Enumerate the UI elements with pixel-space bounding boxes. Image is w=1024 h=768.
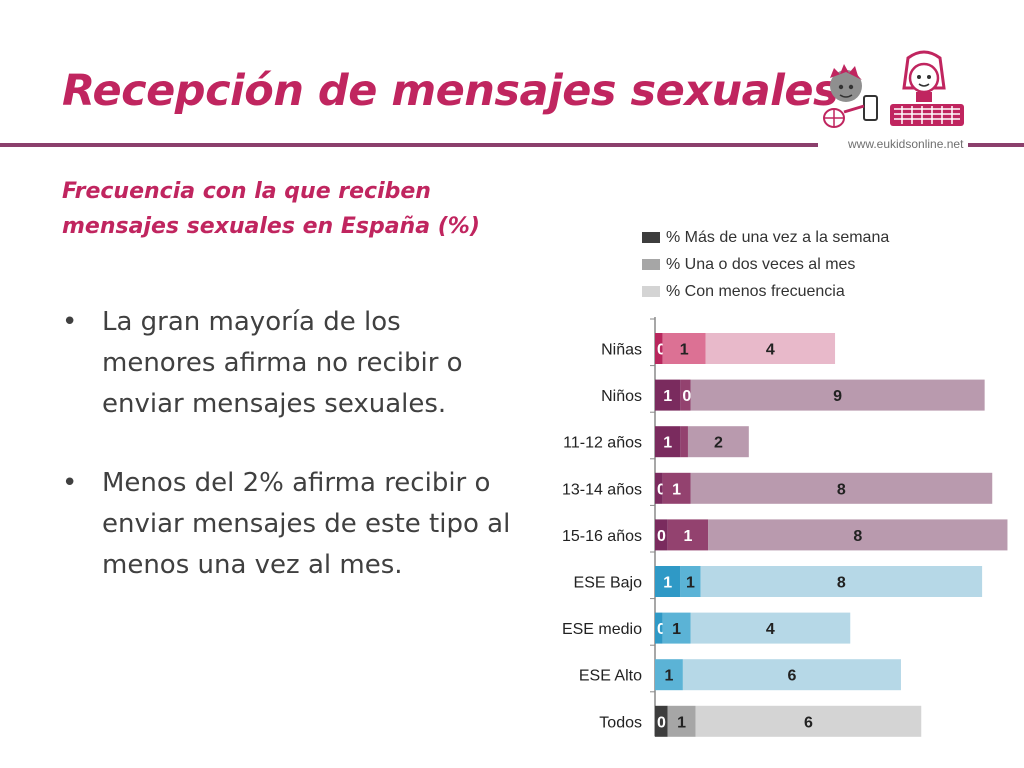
data-label: 4 [766, 621, 775, 638]
bar-segment [680, 379, 691, 411]
bullet-symbol: • [62, 307, 78, 337]
bar-segment [655, 566, 681, 597]
title-divider [0, 143, 818, 147]
data-label: 1 [663, 575, 672, 592]
bar-segment [655, 612, 663, 644]
data-label: 1 [680, 342, 689, 359]
bar-segment [680, 566, 701, 597]
data-label: 0 [657, 714, 666, 731]
category-label: 11-12 años [563, 435, 642, 452]
bar-segment [655, 426, 681, 458]
website-url: www.eukidsonline.net [848, 137, 964, 151]
bar-segment [655, 705, 668, 737]
bar-segment [690, 612, 851, 644]
data-label: 0 [657, 481, 666, 498]
category-label: ESE Alto [579, 668, 642, 685]
data-label: 0 [657, 342, 666, 359]
slide-subtitle: Frecuencia con la que reciben mensajes s… [62, 179, 480, 239]
category-label: Niñas [601, 342, 642, 359]
bar-segment [655, 472, 663, 504]
data-label: 6 [804, 714, 813, 731]
frequency-bar-chart: % Más de una vez a la semana % Una o dos … [562, 229, 1008, 737]
data-label: 0 [657, 528, 666, 545]
bar-segment [708, 519, 1008, 551]
bullet-symbol: • [62, 468, 78, 498]
data-label: 1 [672, 621, 681, 638]
bar-segment [655, 519, 668, 551]
bar-segment [662, 333, 706, 364]
bar-segment [655, 379, 681, 411]
category-label: Todos [599, 714, 642, 731]
category-label: 15-16 años [562, 528, 642, 545]
bar-segment [667, 519, 709, 551]
category-label: Niños [601, 388, 642, 405]
legend-swatch [642, 259, 660, 270]
legend-label: % Una o dos veces al mes [666, 256, 855, 273]
legend-swatch [642, 286, 660, 297]
bar-segment [705, 333, 836, 364]
data-label: 1 [684, 528, 693, 545]
data-label: 0 [682, 388, 691, 405]
category-label: 13-14 años [562, 481, 642, 498]
data-label: 1 [663, 435, 672, 452]
slide-title: Recepción de mensajes sexuales [62, 66, 839, 116]
bar-segment [687, 426, 749, 458]
bullet-text: Menos del 2% afirma recibir o enviar men… [102, 468, 511, 580]
bar-segment [680, 426, 688, 458]
bar-segment [682, 659, 901, 691]
data-label: 8 [837, 575, 846, 592]
title-divider-right [968, 143, 1024, 147]
data-label: 2 [714, 435, 723, 452]
bar-segment [690, 472, 993, 504]
bar-segment [695, 705, 922, 737]
legend-swatch [642, 232, 660, 243]
data-label: 0 [657, 621, 666, 638]
data-label: 6 [787, 668, 796, 685]
data-label: 1 [686, 575, 695, 592]
data-label: 1 [664, 668, 673, 685]
data-label: 8 [837, 481, 846, 498]
bullet-list: • La gran mayoría de los menores afirma … [62, 302, 512, 624]
bullet-item: • La gran mayoría de los menores afirma … [62, 302, 512, 425]
eukidsonline-logo [823, 50, 964, 128]
category-label: ESE medio [562, 621, 642, 638]
legend-label: % Más de una vez a la semana [666, 229, 889, 246]
category-label: ESE Bajo [574, 575, 643, 592]
legend-label: % Con menos frecuencia [666, 283, 845, 300]
bar-segment [690, 379, 985, 411]
bar-segment [700, 566, 983, 597]
girl-icon [890, 50, 964, 126]
data-label: 8 [853, 528, 862, 545]
data-label: 1 [663, 388, 672, 405]
boy-icon [823, 64, 878, 128]
bullet-text: La gran mayoría de los menores afirma no… [102, 307, 463, 419]
data-label: 1 [677, 714, 686, 731]
bar-segment [667, 705, 696, 737]
data-label: 1 [672, 481, 681, 498]
data-label: 9 [833, 388, 842, 405]
bar-segment [662, 612, 691, 644]
bar-segment [655, 659, 683, 691]
bullet-item: • Menos del 2% afirma recibir o enviar m… [62, 463, 512, 586]
bar-segment [662, 472, 691, 504]
bar-segment [655, 333, 663, 364]
data-label: 4 [766, 342, 775, 359]
